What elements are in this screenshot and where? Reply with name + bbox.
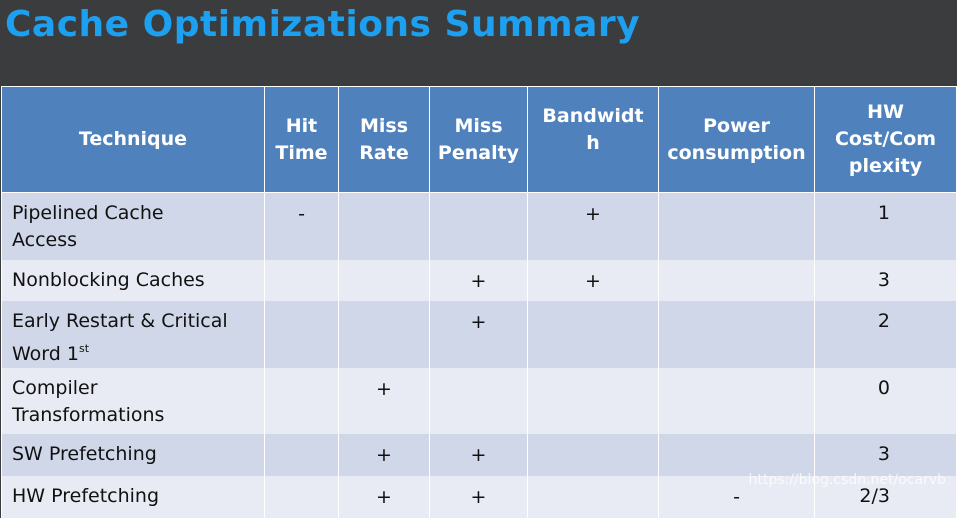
technique-cell: Compiler Transformations [1,367,265,434]
power-cell [658,300,815,368]
hit-time-cell [264,300,339,368]
table-header-row: Technique Hit Time Miss Rate Miss Penalt… [1,86,957,193]
power-cell [658,367,815,434]
bandwidth-cell: + [527,259,659,301]
bandwidth-cell [527,300,659,368]
cost-cell: 3 [814,433,957,476]
watermark-url: https://blog.csdn.net/ocarvb [748,472,946,488]
miss-penalty-cell [429,192,528,260]
miss-rate-cell [338,300,430,368]
hit-time-cell [264,433,339,476]
cost-cell: 2 [814,300,957,368]
slide-title: Cache Optimizations Summary [5,4,641,45]
miss-rate-cell: + [338,433,430,476]
bandwidth-cell: + [527,192,659,260]
hit-time-cell [264,367,339,434]
miss-rate-cell: + [338,367,430,434]
header-power-consumption: Power consumption [658,86,815,193]
technique-cell: Pipelined Cache Access [1,192,265,260]
table-row: Early Restart & Critical Word 1st + 2 [1,300,957,368]
miss-rate-cell [338,192,430,260]
superscript: st [78,341,90,355]
table-row: Nonblocking Caches + + 3 [1,259,957,301]
cost-cell: 3 [814,259,957,301]
header-hw-cost-complexity: HW Cost/Com plexity [814,86,957,193]
header-technique: Technique [1,86,265,193]
header-hit-time: Hit Time [264,86,339,193]
miss-penalty-cell [429,367,528,434]
technique-cell: Nonblocking Caches [1,259,265,301]
table-row: Pipelined Cache Access - + 1 [1,192,957,260]
cost-cell: 0 [814,367,957,434]
slide-title-bar: Cache Optimizations Summary [0,0,957,85]
miss-penalty-cell: + [429,259,528,301]
hit-time-cell [264,259,339,301]
bandwidth-cell [527,367,659,434]
header-bandwidth: Bandwidt h [527,86,659,193]
miss-penalty-cell: + [429,300,528,368]
miss-penalty-cell: + [429,433,528,476]
summary-table: Technique Hit Time Miss Rate Miss Penalt… [1,86,957,518]
bandwidth-cell [527,433,659,476]
technique-cell: SW Prefetching [1,433,265,476]
power-cell [658,259,815,301]
table-row: SW Prefetching + + 3 [1,433,957,476]
miss-rate-cell [338,259,430,301]
table-row: Compiler Transformations + 0 [1,367,957,434]
power-cell [658,433,815,476]
power-cell [658,192,815,260]
technique-cell: Early Restart & Critical Word 1st [1,300,265,368]
header-miss-rate: Miss Rate [338,86,430,193]
header-miss-penalty: Miss Penalty [429,86,528,193]
hit-time-cell: - [264,192,339,260]
cost-cell: 1 [814,192,957,260]
summary-table-container: Technique Hit Time Miss Rate Miss Penalt… [1,86,957,518]
